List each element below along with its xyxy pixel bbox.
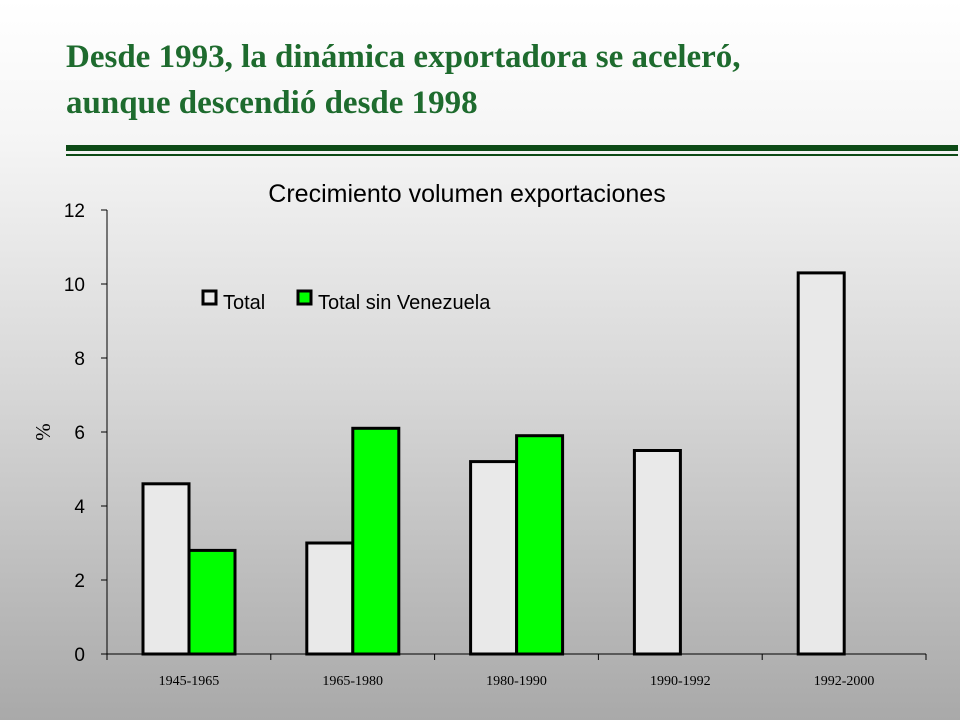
bar-total [305,541,355,656]
x-tick-label: 1992-2000 [814,674,875,689]
y-axis-label: % [31,423,55,441]
x-tick-label: 1990-1992 [650,674,711,689]
legend: Total Total sin Venezuela [201,289,491,314]
legend-swatch [296,289,313,306]
y-tick-label: 12 [64,201,85,222]
title-divider-thick [66,145,958,151]
y-tick-label: 6 [74,423,85,444]
x-axis: 1945-1965 1965-1980 1980-1990 1990-1992 1992… [106,653,927,689]
bar-total [141,482,191,656]
legend-swatch [201,289,218,306]
legend-label: Total sin Venezuela [318,292,491,314]
bar-total [632,449,682,656]
x-tick-label: 1980-1990 [486,674,547,689]
slide-title-line-2: aunque descendió desde 1998 [66,85,478,121]
x-tick-label: 1945-1965 [159,674,220,689]
chart-title: Crecimiento volumen exportaciones [268,180,665,208]
legend-label: Total [223,292,265,314]
y-tick-label: 8 [74,349,85,370]
bar-total [796,271,846,656]
bars [141,271,846,656]
y-tick-label: 10 [64,275,85,296]
y-axis: 0 2 4 6 8 10 12 [64,201,108,666]
bar-total [469,460,519,656]
bar-total-sin-venezuela [187,548,237,656]
bar-total-sin-venezuela [515,434,565,656]
y-tick-label: 2 [74,571,85,592]
x-tick-label: 1965-1980 [322,674,383,689]
y-tick-label: 0 [74,645,85,666]
y-tick-label: 4 [74,497,85,518]
title-divider-thin [66,154,958,156]
slide-title-line-1: Desde 1993, la dinámica exportadora se a… [66,39,741,75]
bar-total-sin-venezuela [351,426,401,656]
slide-title: Desde 1993, la dinámica exportadora se a… [66,34,936,126]
